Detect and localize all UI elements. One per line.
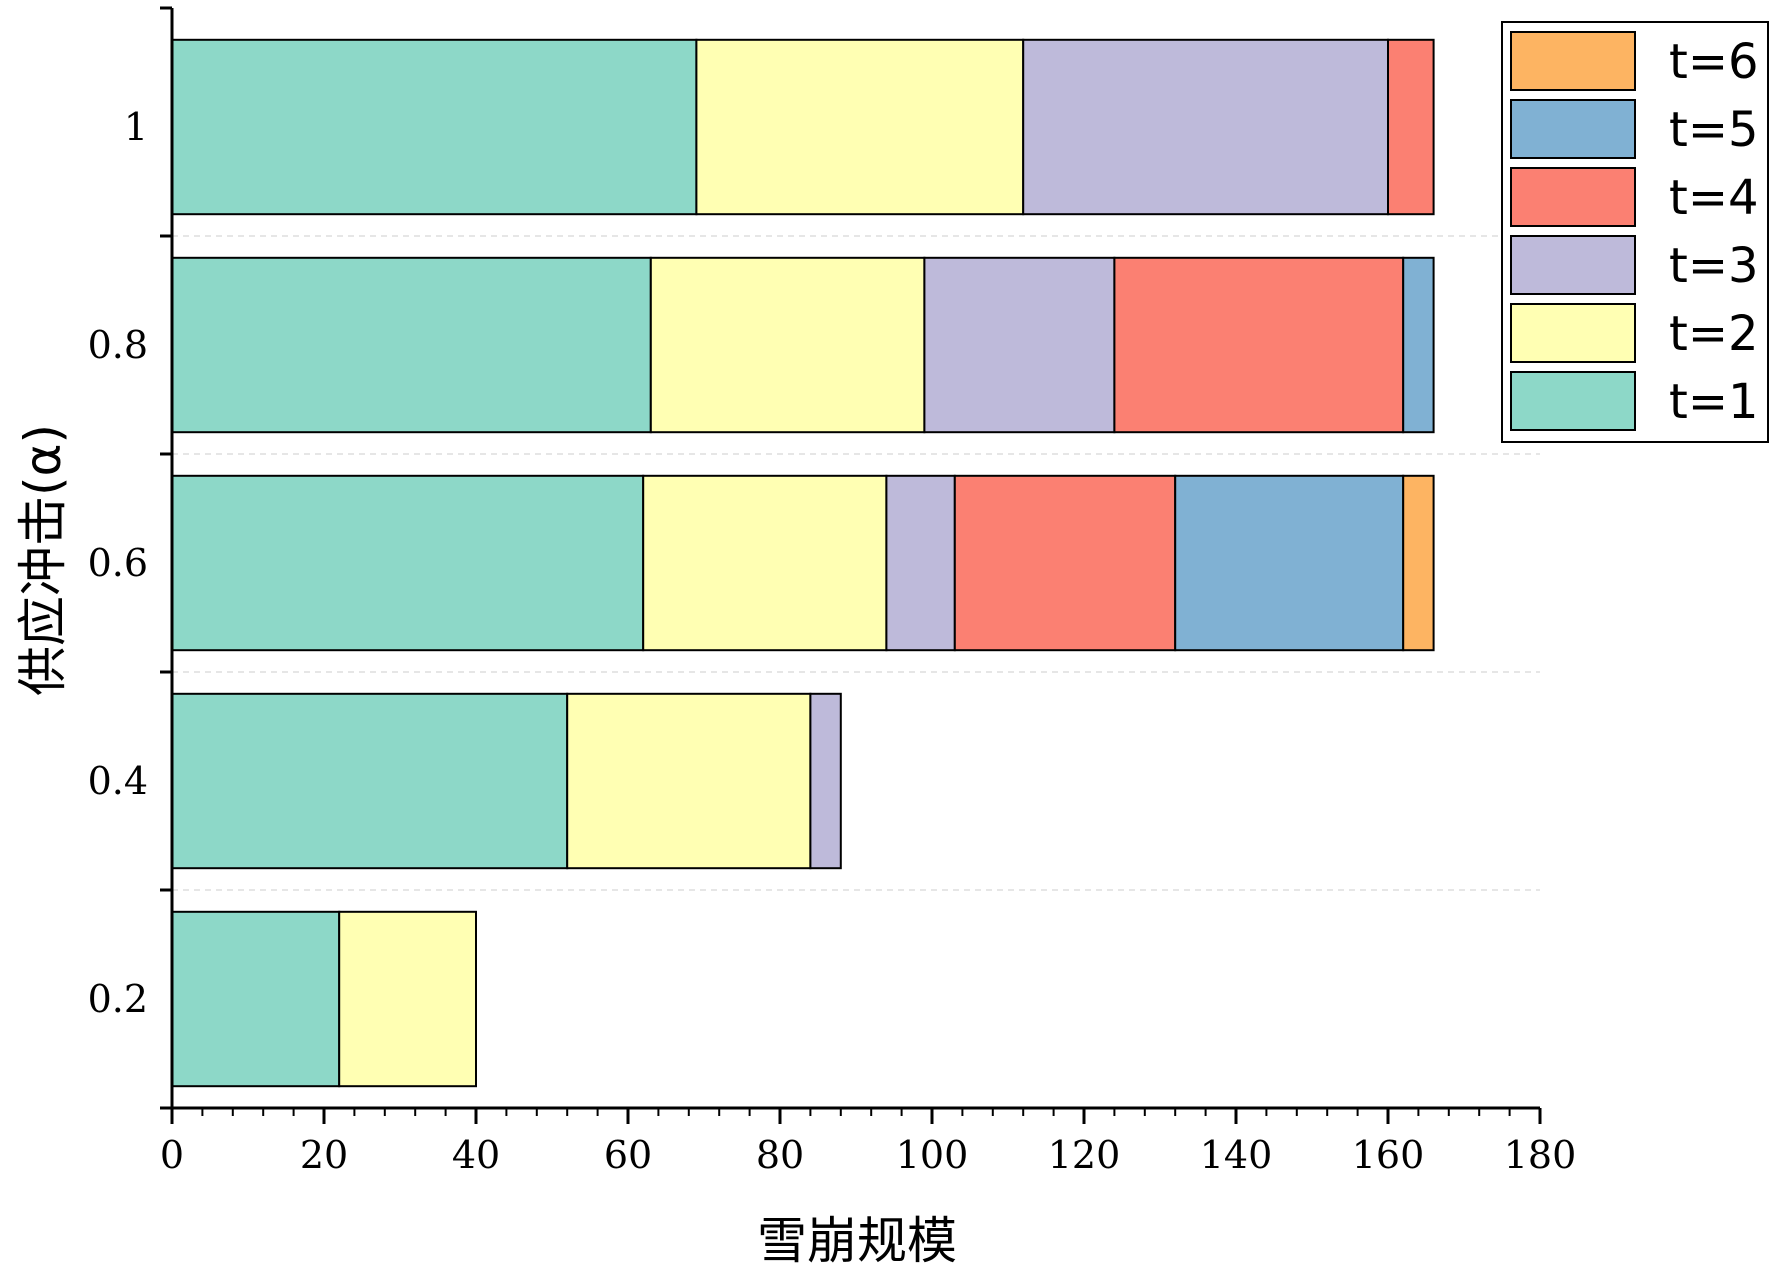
bar-segment-t4-1 [1387, 38, 1435, 216]
grid-lines [172, 235, 1540, 891]
bar-segment-t3-0.6 [885, 474, 956, 652]
legend-swatch-t3 [1510, 235, 1636, 295]
bar-segment-t2-1 [695, 38, 1025, 216]
x-tick-label: 80 [756, 1133, 804, 1177]
x-tick-label: 20 [300, 1133, 348, 1177]
bar-segment-t3-0.8 [923, 256, 1116, 434]
legend-swatch-t2 [1510, 303, 1636, 363]
legend-label-t6: t=6 [1669, 34, 1759, 90]
legend-label-t1: t=1 [1669, 374, 1759, 430]
y-tick-label: 0.8 [88, 323, 148, 367]
bar-segment-t2-0.6 [642, 474, 888, 652]
bar-segment-t1-0.4 [171, 692, 569, 870]
x-tick-label: 160 [1352, 1133, 1425, 1177]
bar-segment-t4-0.8 [1113, 256, 1405, 434]
legend-label-t2: t=2 [1669, 306, 1759, 362]
y-tick-label: 1 [124, 105, 148, 149]
bar-segment-t1-0.6 [171, 474, 645, 652]
x-tick-label: 100 [896, 1133, 969, 1177]
legend-swatch-t5 [1510, 99, 1636, 159]
x-tick-label: 0 [160, 1133, 184, 1177]
bar-segment-t1-0.2 [171, 910, 341, 1088]
bar-segment-t1-1 [171, 38, 698, 216]
x-tick-label: 60 [604, 1133, 652, 1177]
bar-segment-t2-0.8 [649, 256, 926, 434]
bar-segment-t2-0.4 [566, 692, 812, 870]
legend-swatch-t1 [1510, 371, 1636, 431]
legend-label-t3: t=3 [1669, 238, 1759, 294]
bars [171, 38, 1435, 1088]
legend-label-t5: t=5 [1669, 102, 1759, 158]
y-axis-title: 供应冲击(α) [14, 424, 72, 696]
x-tick-label: 40 [452, 1133, 500, 1177]
legend-swatch-t6 [1510, 31, 1636, 91]
y-tick-label: 0.6 [88, 541, 148, 585]
bar-segment-t5-0.6 [1174, 474, 1405, 652]
legend-label-t4: t=4 [1669, 170, 1759, 226]
bar-segment-t4-0.6 [953, 474, 1177, 652]
bar-segment-t3-1 [1022, 38, 1389, 216]
legend-swatch-t4 [1510, 167, 1636, 227]
x-tick-label: 180 [1504, 1133, 1577, 1177]
bar-segment-t6-0.6 [1402, 474, 1435, 652]
x-tick-label: 140 [1200, 1133, 1273, 1177]
y-tick-label: 0.4 [88, 759, 148, 803]
axes: 1 0.8 0.6 0.4 0.2 0 20 40 60 80 100 120 140 160 180 [88, 6, 1577, 1177]
x-tick-label: 120 [1048, 1133, 1121, 1177]
bar-segment-t3-0.4 [809, 692, 842, 870]
bar-segment-t2-0.2 [338, 910, 478, 1088]
legend: t=6 t=5 t=4 t=3 t=2 t=1 [1501, 21, 1769, 443]
x-axis-title: 雪崩规模 [757, 1212, 957, 1268]
y-tick-label: 0.2 [88, 977, 148, 1021]
bar-segment-t5-0.8 [1402, 256, 1435, 434]
bar-segment-t1-0.8 [171, 256, 652, 434]
